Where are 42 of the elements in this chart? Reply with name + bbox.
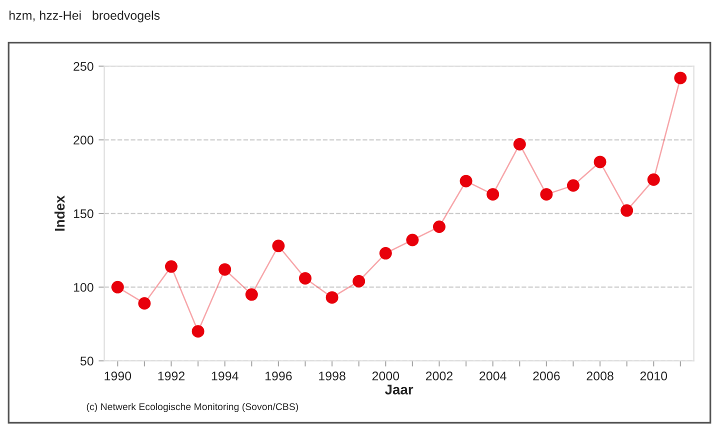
point — [165, 260, 178, 273]
point — [486, 188, 500, 201]
text: (c) Netwerk Ecologische Monitoring (Sovon/CBS) — [86, 402, 298, 412]
point — [460, 174, 472, 188]
point — [352, 275, 366, 288]
point — [379, 247, 392, 260]
point — [566, 179, 580, 192]
x-tick-label: 1990 — [104, 372, 132, 380]
point — [594, 156, 606, 168]
x-tick-label: 1996 — [266, 372, 292, 380]
point — [406, 234, 419, 246]
point — [299, 272, 312, 285]
point — [540, 188, 553, 201]
point — [647, 173, 660, 186]
y-axis-title: Index — [54, 195, 65, 231]
x-tick-label: 2010 — [640, 372, 668, 380]
point — [326, 291, 338, 304]
x-tick-label: 2006 — [533, 372, 560, 380]
point — [432, 220, 446, 234]
point — [272, 240, 285, 252]
y-tick-label: 200 — [74, 136, 94, 144]
x-tick-label: 2008 — [586, 372, 614, 380]
x-tick-label: 2004 — [480, 372, 506, 380]
point — [674, 72, 687, 84]
point — [111, 280, 124, 294]
x-axis-title: Jaar — [384, 384, 414, 394]
x-tick-label: 1994 — [212, 372, 238, 380]
point — [138, 297, 151, 310]
point — [513, 138, 526, 151]
point — [245, 288, 258, 301]
x-tick-label: 2002 — [426, 372, 453, 380]
point — [192, 325, 204, 338]
point — [620, 204, 634, 217]
y-tick-label: 250 — [74, 62, 94, 71]
point — [218, 263, 232, 276]
y-tick-label: 150 — [74, 209, 94, 218]
x-tick-label: 1992 — [158, 372, 185, 380]
x-tick-label: 1998 — [319, 372, 346, 380]
y-tick-label: 100 — [74, 282, 94, 292]
x-tick-label: 2000 — [372, 372, 400, 380]
chart-title: hzm, hzz-Hei broedvogels — [9, 10, 160, 22]
y-tick-label: 50 — [80, 356, 94, 366]
